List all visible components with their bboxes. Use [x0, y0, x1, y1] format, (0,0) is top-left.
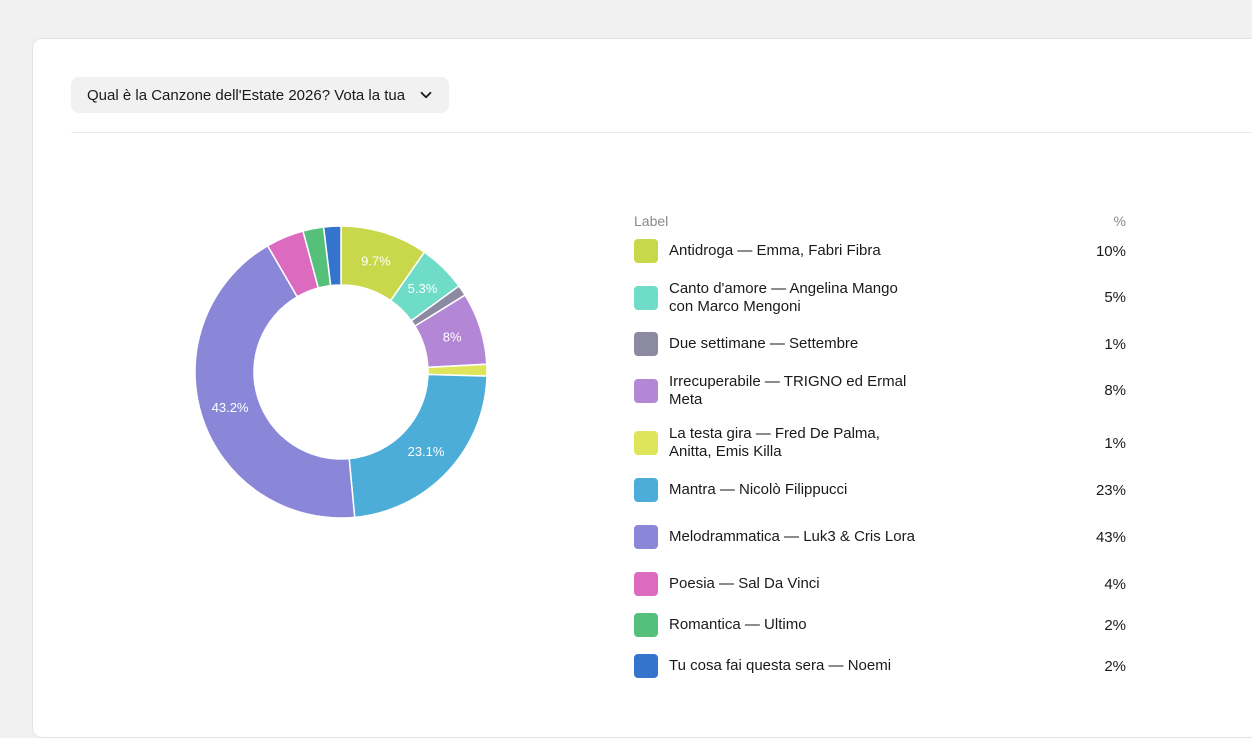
chart-legend: Label % Antidroga — Emma, Fabri Fibra 10%… [634, 210, 1126, 688]
legend-header-pct: % [1113, 213, 1126, 229]
legend-header-label: Label [634, 213, 669, 229]
legend-label: Canto d'amore — Angelina Mango con Marco… [669, 279, 898, 315]
legend-swatch [634, 431, 658, 455]
poll-question-label: Qual è la Canzone dell'Estate 2026? Vota… [87, 86, 406, 104]
legend-item: Tu cosa fai questa sera — Noemi [634, 654, 919, 678]
legend-swatch [634, 285, 658, 310]
legend-label: Poesia — Sal Da Vinci [669, 575, 820, 592]
legend-percent: 1% [1104, 335, 1126, 353]
legend-swatch [634, 332, 658, 356]
legend-row[interactable]: Antidroga — Emma, Fabri Fibra 10% [634, 232, 1126, 270]
legend-label: Due settimane — Settembre [669, 335, 859, 352]
legend-item: Poesia — Sal Da Vinci [634, 572, 919, 596]
legend-row[interactable]: Irrecuperabile — TRIGNO ed Ermal Meta 8% [634, 363, 1126, 418]
legend-label: Irrecuperabile — TRIGNO ed Ermal Meta [669, 372, 907, 408]
donut-slice-7[interactable] [194, 244, 356, 519]
legend-swatch [634, 378, 658, 403]
slice-value-label: 8% [443, 330, 462, 345]
legend-row[interactable]: Mantra — Nicolò Filippucci 23% [634, 468, 1126, 512]
legend-label: Tu cosa fai questa sera — Noemi [669, 657, 892, 674]
legend-percent: 5% [1104, 289, 1126, 306]
legend-rows: Antidroga — Emma, Fabri Fibra 10% Canto d'… [634, 232, 1126, 688]
legend-label: Antidroga — Emma, Fabri Fibra [669, 242, 881, 259]
chevron-down-icon [420, 91, 432, 99]
legend-percent: 1% [1104, 434, 1126, 452]
legend-row[interactable]: Poesia — Sal Da Vinci 4% [634, 562, 1126, 606]
legend-row[interactable]: Canto d'amore — Angelina Mango con Marco… [634, 270, 1126, 325]
donut-chart: 9.7% 5.3% 8% 23.1% 43.2% [194, 225, 488, 519]
legend-percent: 2% [1104, 657, 1126, 675]
legend-percent: 2% [1104, 616, 1126, 634]
donut-slice-10[interactable] [322, 225, 342, 287]
legend-percent: 10% [1095, 242, 1126, 260]
slice-value-label: 9.7% [361, 253, 391, 268]
legend-label: La testa gira — Fred De Palma, Anitta, E… [669, 425, 880, 460]
legend-percent: 43% [1095, 528, 1126, 546]
legend-row[interactable]: Tu cosa fai questa sera — Noemi 2% [634, 644, 1126, 688]
donut-slice-6[interactable] [348, 373, 488, 519]
legend-item: Melodrammatica — Luk3 & Cris Lora [634, 525, 919, 549]
legend-row[interactable]: Romantica — Ultimo 2% [634, 606, 1126, 644]
legend-label: Melodrammatica — Luk3 & Cris Lora [669, 528, 915, 545]
legend-item: Antidroga — Emma, Fabri Fibra [634, 239, 919, 263]
legend-swatch [634, 572, 658, 596]
legend-item: Mantra — Nicolò Filippucci [634, 478, 919, 502]
legend-percent: 4% [1104, 575, 1126, 593]
legend-header: Label % [634, 210, 1126, 232]
slice-value-label: 23.1% [408, 444, 445, 459]
legend-item: La testa gira — Fred De Palma, Anitta, E… [634, 425, 919, 461]
poll-question-dropdown[interactable]: Qual è la Canzone dell'Estate 2026? Vota… [71, 77, 450, 113]
legend-label: Mantra — Nicolò Filippucci [669, 481, 848, 498]
legend-swatch [634, 654, 658, 678]
legend-item: Canto d'amore — Angelina Mango con Marco… [634, 280, 919, 316]
legend-swatch [634, 525, 658, 549]
legend-item: Romantica — Ultimo [634, 613, 919, 637]
legend-swatch [634, 478, 658, 502]
legend-percent: 8% [1104, 382, 1126, 399]
legend-swatch [634, 613, 658, 637]
legend-swatch [634, 239, 658, 263]
slice-value-label: 5.3% [408, 281, 438, 296]
legend-item: Irrecuperabile — TRIGNO ed Ermal Meta [634, 373, 919, 409]
slice-value-label: 43.2% [212, 400, 249, 415]
legend-item: Due settimane — Settembre [634, 332, 919, 356]
legend-label: Romantica — Ultimo [669, 616, 807, 633]
legend-row[interactable]: La testa gira — Fred De Palma, Anitta, E… [634, 418, 1126, 468]
legend-percent: 23% [1095, 481, 1126, 499]
poll-results-card: Qual è la Canzone dell'Estate 2026? Vota… [32, 38, 1252, 738]
legend-row[interactable]: Due settimane — Settembre 1% [634, 325, 1126, 363]
legend-row[interactable]: Melodrammatica — Luk3 & Cris Lora 43% [634, 512, 1126, 562]
header-divider [71, 132, 1252, 133]
